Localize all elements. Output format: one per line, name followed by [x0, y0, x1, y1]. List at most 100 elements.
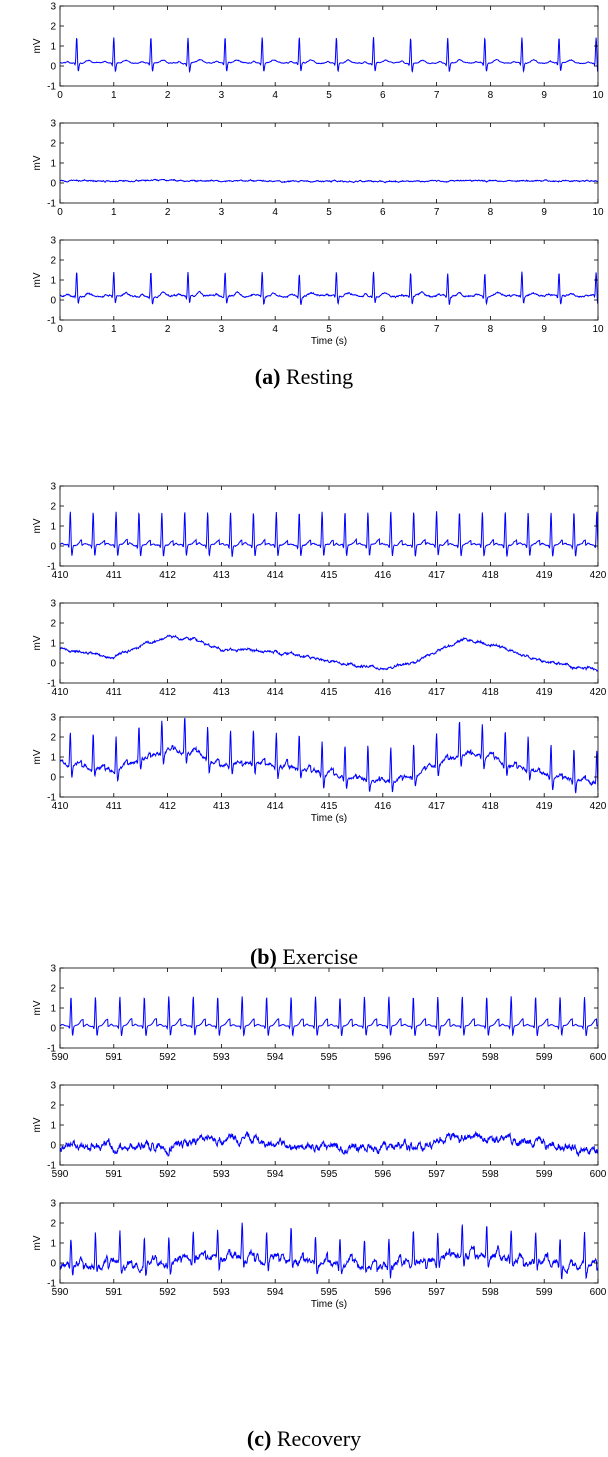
y-axis-label: mV [32, 38, 43, 53]
signal-trace [60, 1222, 598, 1280]
signal-trace [60, 178, 598, 184]
x-tick-label: 417 [428, 687, 445, 698]
x-tick-label: 593 [213, 1052, 230, 1063]
x-tick-label: 415 [321, 687, 338, 698]
x-tick-label: 10 [592, 90, 604, 101]
signal-trace [60, 271, 598, 306]
x-tick-label: 600 [590, 1287, 607, 1298]
x-tick-label: 5 [326, 324, 332, 335]
x-tick-label: 592 [159, 1052, 176, 1063]
x-tick-label: 2 [165, 324, 171, 335]
x-tick-label: 2 [165, 207, 171, 218]
y-tick-label: 2 [50, 1219, 56, 1230]
x-tick-label: 598 [482, 1287, 499, 1298]
y-tick-label: 2 [50, 984, 56, 995]
x-tick-label: 5 [326, 207, 332, 218]
y-tick-label: 0 [50, 659, 56, 670]
x-tick-label: 410 [52, 687, 69, 698]
x-tick-label: 3 [219, 324, 225, 335]
y-axis-label: mV [32, 1000, 43, 1015]
x-tick-label: 417 [428, 570, 445, 581]
x-tick-label: 420 [590, 801, 607, 812]
x-tick-label: 595 [321, 1052, 338, 1063]
y-tick-label: -1 [47, 316, 56, 327]
y-tick-label: 3 [50, 964, 56, 975]
x-tick-label: 6 [380, 324, 386, 335]
y-tick-label: -1 [47, 679, 56, 690]
x-tick-label: 599 [536, 1287, 553, 1298]
y-tick-label: 0 [50, 296, 56, 307]
plot-frame [59, 967, 599, 1049]
x-tick-label: 9 [541, 90, 547, 101]
y-tick-label: 3 [50, 119, 56, 130]
y-tick-label: -1 [47, 562, 56, 573]
x-tick-label: 596 [374, 1287, 391, 1298]
y-tick-label: -1 [47, 1279, 56, 1290]
plot-frame [59, 1084, 599, 1166]
x-axis-label: Time (s) [311, 336, 347, 347]
subplot-6: 410 411 412 413 414 415 416 417 418 419 420 -1 0 1 2 3 m… [32, 713, 607, 825]
y-tick-label: 0 [50, 1141, 56, 1152]
y-tick-label: -1 [47, 793, 56, 804]
x-tick-label: 416 [374, 570, 391, 581]
signal-trace [60, 634, 598, 672]
y-tick-label: 1 [50, 159, 56, 170]
x-tick-label: 9 [541, 207, 547, 218]
x-tick-label: 419 [536, 570, 553, 581]
y-tick-label: 2 [50, 502, 56, 513]
y-tick-label: 2 [50, 22, 56, 33]
x-tick-label: 413 [213, 801, 230, 812]
x-tick-label: 0 [57, 207, 63, 218]
x-tick-label: 414 [267, 687, 284, 698]
caption-a: (a) Resting [0, 364, 608, 390]
y-tick-label: -1 [47, 1044, 56, 1055]
x-tick-label: 8 [488, 90, 494, 101]
x-tick-label: 420 [590, 570, 607, 581]
x-tick-label: 8 [488, 207, 494, 218]
x-tick-label: 411 [106, 687, 122, 698]
x-tick-label: 1 [111, 324, 117, 335]
caption-b-text: Exercise [282, 944, 359, 969]
x-tick-label: 600 [590, 1052, 607, 1063]
x-tick-label: 590 [52, 1052, 69, 1063]
x-tick-label: 9 [541, 324, 547, 335]
y-tick-label: 1 [50, 1121, 56, 1132]
x-tick-label: 597 [428, 1052, 445, 1063]
x-tick-label: 595 [321, 1287, 338, 1298]
x-tick-label: 3 [219, 90, 225, 101]
x-tick-label: 592 [159, 1287, 176, 1298]
y-tick-label: 1 [50, 1239, 56, 1250]
y-tick-label: 1 [50, 276, 56, 287]
caption-c-text: Recovery [276, 1426, 362, 1451]
x-tick-label: 417 [428, 801, 445, 812]
x-tick-label: 413 [213, 687, 230, 698]
caption-b: (b) Exercise [0, 944, 608, 970]
x-tick-label: 1 [111, 90, 117, 101]
x-tick-label: 596 [374, 1169, 391, 1180]
y-tick-label: -1 [47, 82, 56, 93]
x-tick-label: 7 [434, 90, 440, 101]
x-tick-label: 418 [482, 687, 499, 698]
x-tick-label: 10 [592, 207, 604, 218]
x-tick-label: 599 [536, 1052, 553, 1063]
x-tick-label: 414 [267, 801, 284, 812]
x-tick-label: 593 [213, 1169, 230, 1180]
x-tick-label: 599 [536, 1169, 553, 1180]
y-tick-label: 2 [50, 1101, 56, 1112]
y-tick-label: -1 [47, 1161, 56, 1172]
signal-trace [60, 717, 598, 794]
signal-trace [60, 37, 598, 74]
x-tick-label: 5 [326, 90, 332, 101]
y-axis-label: mV [32, 1235, 43, 1250]
y-tick-label: 3 [50, 236, 56, 247]
y-axis-label: mV [32, 155, 43, 170]
x-tick-label: 598 [482, 1169, 499, 1180]
y-tick-label: 0 [50, 1259, 56, 1270]
y-tick-label: 3 [50, 2, 56, 13]
x-tick-label: 594 [267, 1169, 284, 1180]
x-tick-label: 2 [165, 90, 171, 101]
x-tick-label: 591 [105, 1169, 122, 1180]
y-tick-label: 0 [50, 179, 56, 190]
y-tick-label: 2 [50, 733, 56, 744]
